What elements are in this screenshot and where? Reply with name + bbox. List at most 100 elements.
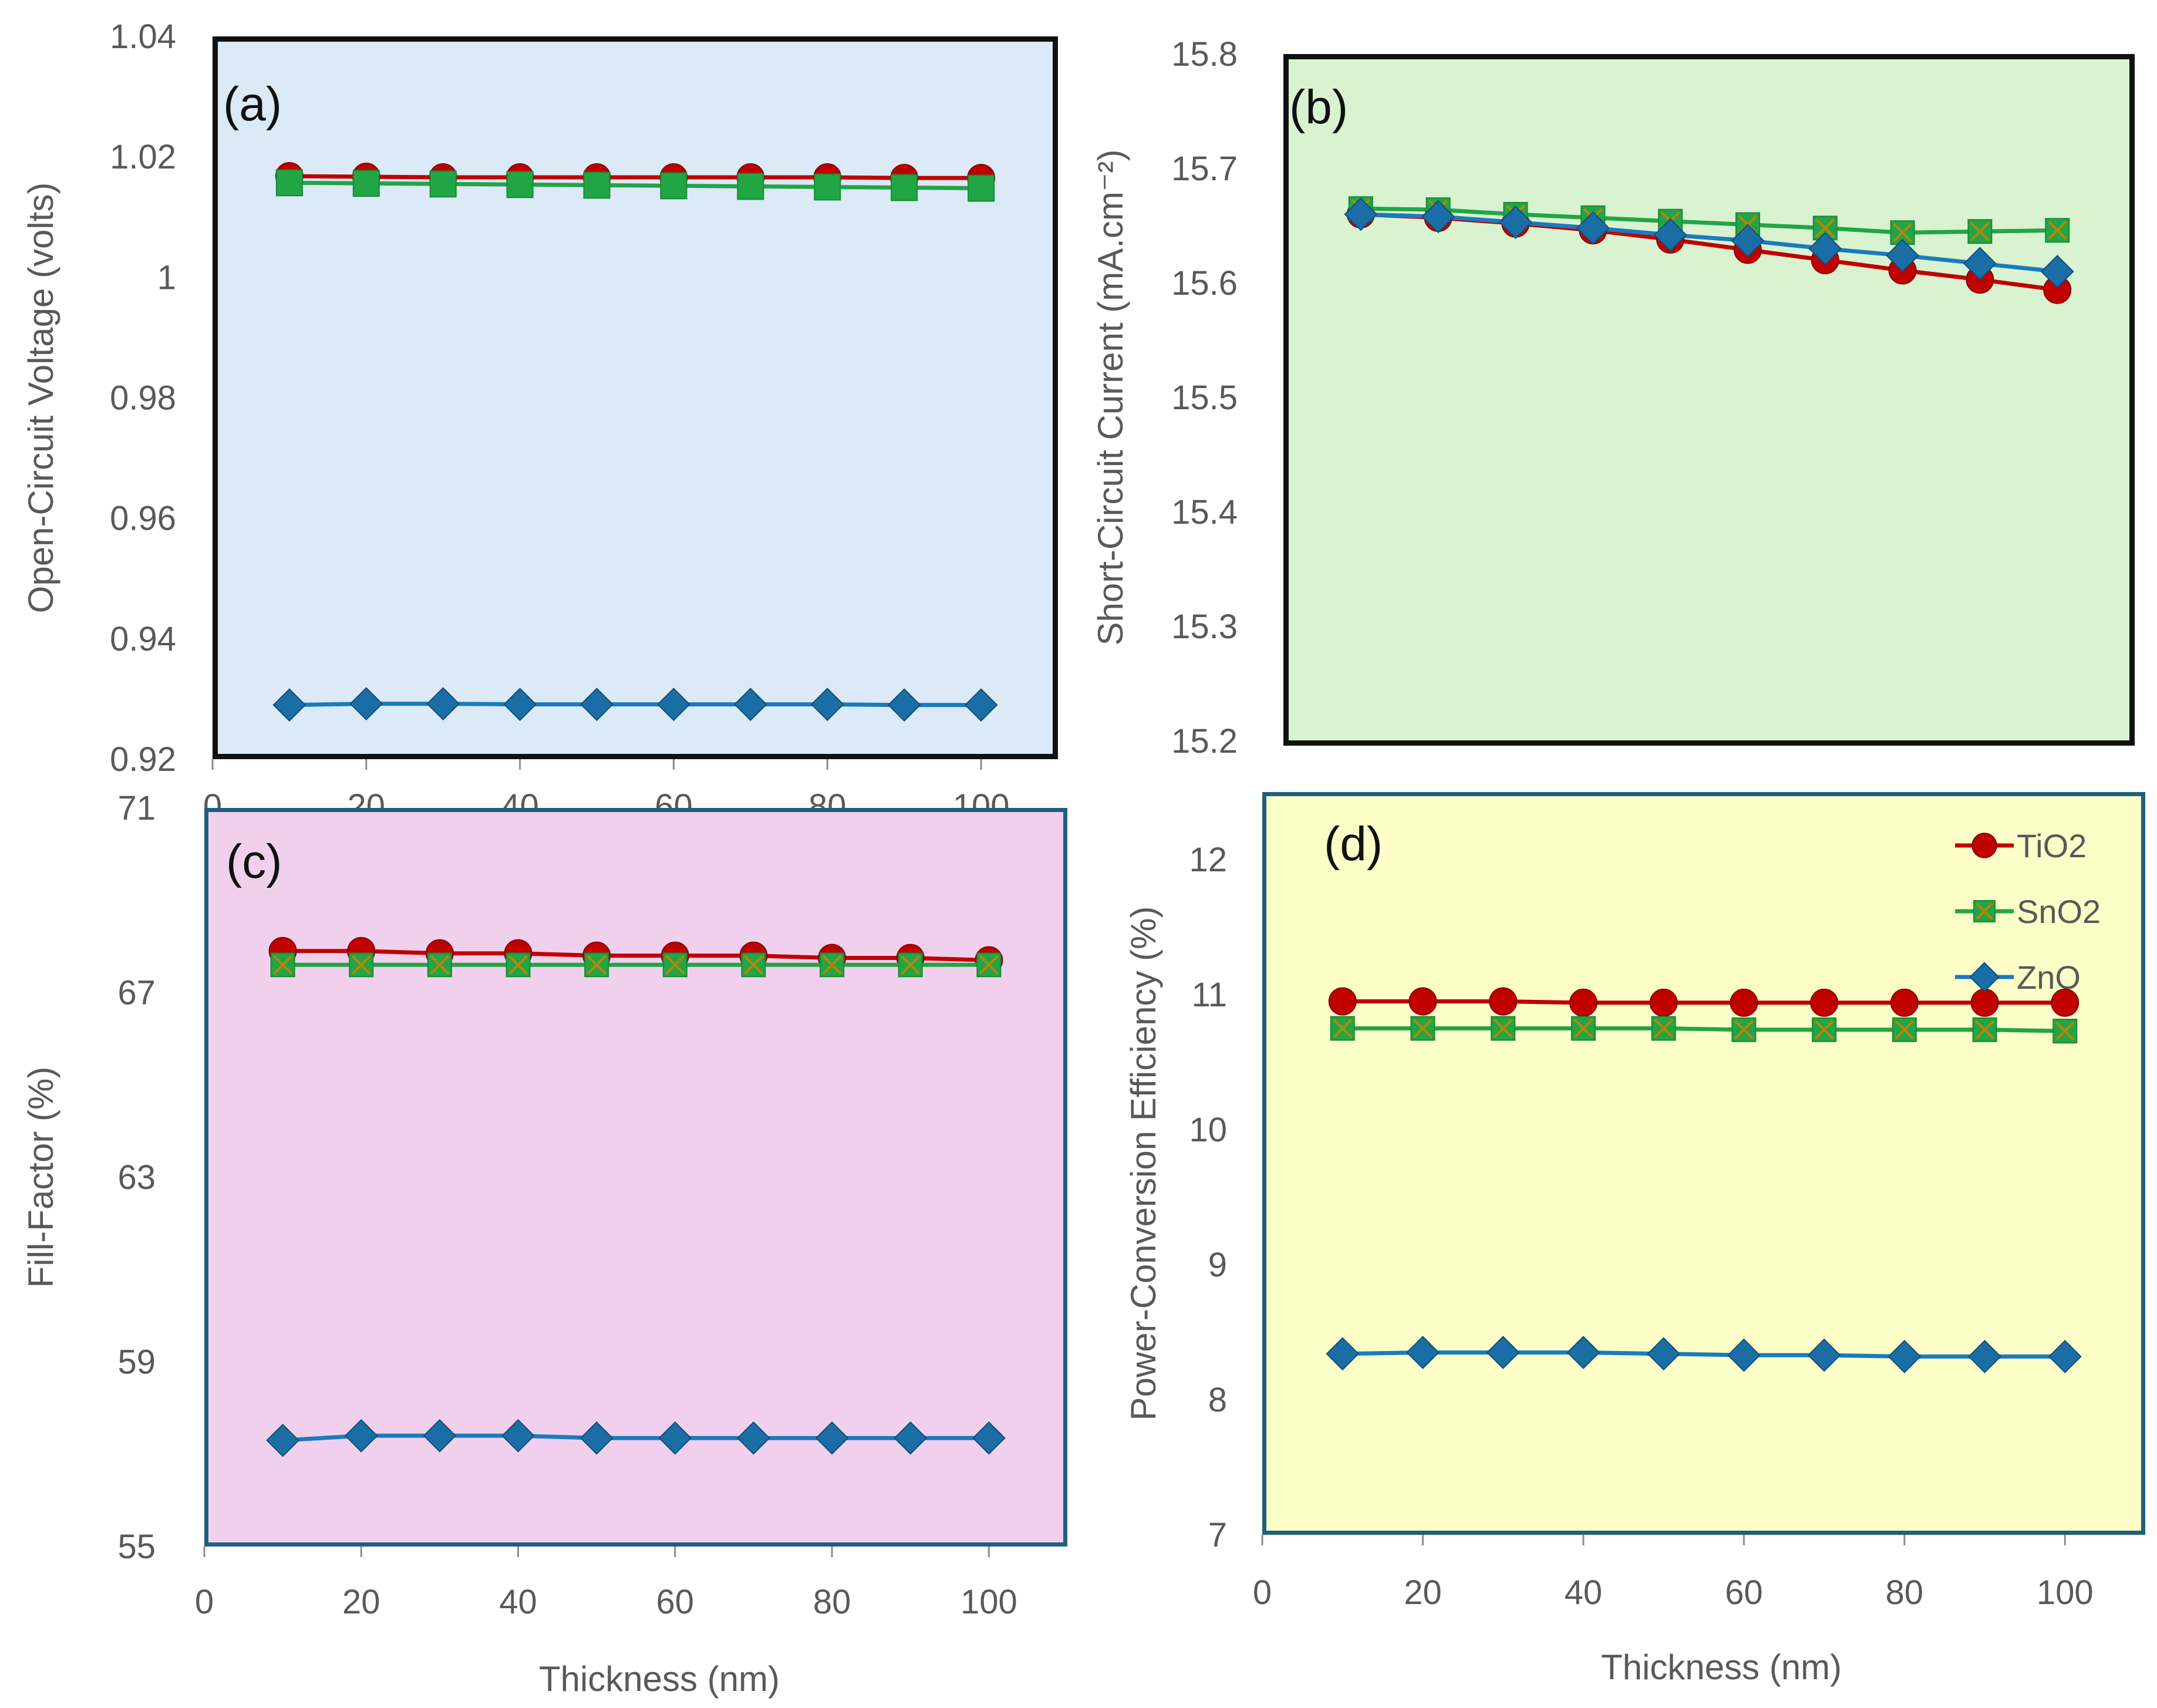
panel-d-frame xyxy=(1262,792,2145,1535)
panel-d-point-zno xyxy=(1566,1336,1600,1369)
panel-c-y-tick-label: 71 xyxy=(117,789,156,827)
panel-c-point-zno xyxy=(815,1421,849,1455)
panel-c-point-zno xyxy=(501,1419,535,1453)
panel-c-point-zno xyxy=(737,1421,770,1455)
panel-c-x-tick-label: 0 xyxy=(195,1583,214,1621)
panel-b-y-tick-label: 15.8 xyxy=(1171,35,1238,73)
panel-b-point-zno xyxy=(1576,211,1610,245)
panel-d-point-sno2 xyxy=(1330,1016,1355,1041)
panel-c-label: (c) xyxy=(226,835,282,888)
panel-b-frame xyxy=(1283,54,2135,746)
panel-b-y-tick-label: 15.7 xyxy=(1171,150,1238,188)
panel-c-x-axis-title: Thickness (nm) xyxy=(539,1659,780,1699)
panel-a-point-sno2 xyxy=(891,174,918,201)
panel-d-point-tio2 xyxy=(1489,987,1518,1016)
panel-d-point-zno xyxy=(1326,1337,1360,1371)
panel-d-x-tick-label: 60 xyxy=(1725,1574,1763,1612)
panel-a-y-tick-label: 0.96 xyxy=(110,500,176,538)
panel-c-y-tick-label: 67 xyxy=(117,974,156,1012)
panel-a-label: (a) xyxy=(223,78,282,131)
panel-d-point-tio2 xyxy=(1328,987,1357,1016)
legend-label-zno: ZnO xyxy=(2017,959,2081,996)
panel-a-background xyxy=(213,36,1058,759)
panel-d-point-tio2 xyxy=(1649,988,1678,1017)
panel-d-point-sno2 xyxy=(1731,1017,1757,1042)
panel-d-point-tio2 xyxy=(1569,988,1597,1017)
panel-a-point-zno xyxy=(964,688,998,722)
panel-b-point-zno xyxy=(1344,197,1378,231)
panel-a-point-sno2 xyxy=(275,169,303,197)
panel-c-point-sno2 xyxy=(976,952,1002,978)
panel-a-point-sno2 xyxy=(814,173,841,201)
panel-d-background xyxy=(1262,792,2145,1535)
panel-a-point-sno2 xyxy=(352,170,380,197)
panel-d-y-tick-label: 8 xyxy=(1208,1381,1227,1419)
panel-c-series-line-zno xyxy=(282,1433,989,1443)
panel-a-y-tick-label: 1.04 xyxy=(110,18,176,56)
panel-d-point-sno2 xyxy=(1972,1017,1997,1042)
panel-a-point-zno xyxy=(657,688,690,722)
panel-a-point-zno xyxy=(887,688,921,722)
panel-a-point-zno xyxy=(810,688,844,722)
panel-a-point-sno2 xyxy=(968,174,995,202)
panel-d-point-zno xyxy=(1727,1338,1761,1372)
panel-d-legend: TiO2 SnO2 ZnO xyxy=(1955,827,2101,996)
panel-d-point-zno xyxy=(1807,1338,1841,1372)
panel-a-y-tick-label: 0.98 xyxy=(110,379,176,417)
panel-c-point-sno2 xyxy=(349,952,374,978)
panel-d-point-zno xyxy=(1888,1339,1922,1373)
panel-c-y-tick-label: 55 xyxy=(117,1528,156,1566)
panel-c-series-line-tio2 xyxy=(282,949,989,962)
panel-b-y-tick-label: 15.5 xyxy=(1171,379,1238,417)
legend-marker-sno2 xyxy=(1973,900,1996,922)
panel-b-point-zno xyxy=(1731,224,1765,258)
panel-c-y-tick-label: 63 xyxy=(117,1158,156,1197)
panel-d-point-zno xyxy=(1968,1339,2001,1373)
panel-c-x-tick-label: 100 xyxy=(960,1583,1017,1621)
panel-c-x-tick-label: 20 xyxy=(342,1583,380,1621)
panel-d-y-tick-label: 10 xyxy=(1189,1111,1227,1149)
panel-b-y-tick-label: 15.2 xyxy=(1171,722,1238,760)
panel-a-point-zno xyxy=(503,688,537,722)
panel-d-point-sno2 xyxy=(1491,1016,1516,1041)
panel-d-y-tick-label: 11 xyxy=(1192,976,1227,1014)
panel-d-y-tick-label: 7 xyxy=(1208,1516,1227,1554)
panel-b-point-zno xyxy=(1653,218,1687,252)
panel-d-series-line-tio2 xyxy=(1342,999,2065,1005)
panel-c-x-tick-label: 40 xyxy=(499,1583,537,1621)
panel-d-label: (d) xyxy=(1324,817,1383,871)
panel-a-y-tick-label: 1.02 xyxy=(110,138,176,176)
panel-d-point-sno2 xyxy=(1570,1016,1596,1041)
legend-entry-zno: ZnO xyxy=(1955,959,2081,996)
panel-d-point-sno2 xyxy=(1651,1016,1676,1041)
panel-c: (c) Fill-Factor (%) Thickness (nm) 55 59 6… xyxy=(21,789,1067,1699)
panel-a-series-line-tio2 xyxy=(289,174,982,180)
panel-c-point-sno2 xyxy=(427,952,452,978)
panel-c-point-sno2 xyxy=(820,952,845,978)
panel-a-y-tick-label: 0.94 xyxy=(110,620,176,658)
panel-d-x-tick-label: 20 xyxy=(1404,1574,1442,1612)
panel-a-frame xyxy=(213,36,1058,759)
panel-c-x-tick-label: 80 xyxy=(813,1583,851,1621)
panel-c-point-zno xyxy=(894,1421,928,1455)
panel-d-point-sno2 xyxy=(2052,1019,2078,1044)
panel-a-y-tick-label: 1 xyxy=(157,258,176,297)
panel-d: (d) Power-Conversion Efficiency (%) Thic… xyxy=(1124,792,2145,1687)
panel-c-point-sno2 xyxy=(898,952,923,978)
panel-c-point-zno xyxy=(579,1421,614,1455)
legend-label-sno2: SnO2 xyxy=(2017,893,2101,930)
panel-b-series-line-zno xyxy=(1360,212,2058,274)
panel-a-point-sno2 xyxy=(429,170,457,198)
panel-d-x-tick-label: 80 xyxy=(1886,1574,1924,1612)
panel-d-y-axis-title: Power-Conversion Efficiency (%) xyxy=(1124,907,1163,1421)
panel-d-point-zno xyxy=(1486,1336,1520,1369)
panel-a-point-sno2 xyxy=(506,171,534,198)
panel-a-point-zno xyxy=(580,688,614,722)
panel-c-y-axis-title: Fill-Factor (%) xyxy=(21,1067,60,1288)
panel-b-point-zno xyxy=(1963,247,1997,281)
panel-d-y-tick-label: 9 xyxy=(1208,1246,1227,1284)
panel-d-point-tio2 xyxy=(1810,988,1839,1017)
panel-d-point-tio2 xyxy=(1408,987,1437,1016)
panel-a-point-zno xyxy=(349,687,383,721)
panel-b-point-zno xyxy=(1421,200,1455,234)
